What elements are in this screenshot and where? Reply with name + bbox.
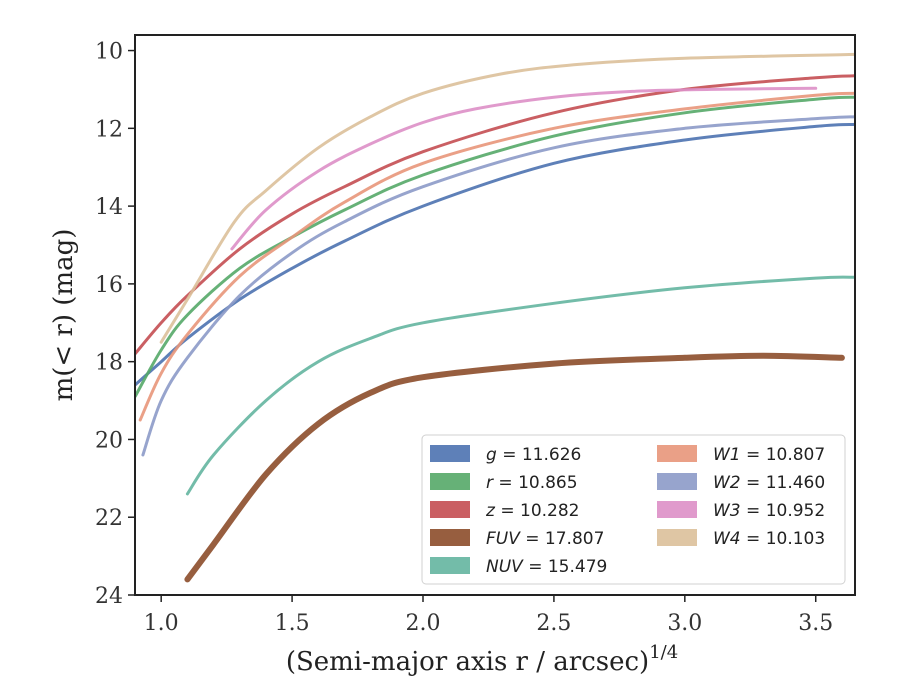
legend-series-name: NUV (486, 557, 524, 577)
legend-equals: = (523, 557, 548, 577)
legend-series-value: 11.460 (766, 473, 825, 493)
series-line-nuv (185, 275, 855, 496)
legend-swatch-nuv (430, 557, 470, 574)
x-tick-label: 3.5 (798, 611, 833, 636)
legend-label-w1: W1 = 10.807 (713, 445, 825, 465)
x-tick-label: 3.0 (667, 611, 702, 636)
legend-label-fuv: FUV = 17.807 (486, 529, 604, 549)
y-tick-label: 20 (95, 428, 123, 453)
legend-series-name: FUV (486, 529, 521, 549)
legend-equals: = (493, 473, 518, 493)
legend-swatch-r (430, 473, 470, 490)
legend-swatch-fuv (430, 529, 470, 546)
legend-series-value: 10.865 (518, 473, 577, 493)
legend-equals: = (741, 473, 766, 493)
y-axis-title: m(< r) (mag) (49, 229, 79, 402)
y-tick-label: 18 (95, 351, 123, 376)
legend-swatch-w1 (657, 445, 697, 462)
x-tick-label: 1.0 (144, 611, 179, 636)
legend-label-w4: W4 = 10.103 (713, 529, 825, 549)
legend-series-value: 10.807 (766, 445, 825, 465)
plot-frame (134, 34, 856, 596)
legend-label-r: r = 10.865 (486, 473, 578, 493)
legend-series-name: W2 (713, 473, 741, 493)
legend-swatch-w2 (657, 473, 697, 490)
legend-swatch-w3 (657, 501, 697, 518)
legend-equals: = (497, 445, 522, 465)
legend-equals: = (741, 445, 766, 465)
x-axis: 1.0 1.5 2.0 2.5 3.0 3.5 (144, 595, 833, 636)
legend-series-name: z (485, 501, 496, 521)
y-axis: 10 12 14 16 18 20 22 24 (95, 40, 135, 609)
x-axis-title: (Semi-major axis r / arcsec)1/4 (286, 642, 678, 677)
legend-series-value: 10.103 (766, 529, 825, 549)
x-axis-title-text: (Semi-major axis r / arcsec) (286, 647, 649, 677)
series-line-w1 (138, 91, 855, 422)
legend-swatch-g (430, 445, 470, 462)
legend-label-w2: W2 = 11.460 (713, 473, 825, 493)
series-line-w3 (230, 86, 818, 251)
legend-series-value: 17.807 (545, 529, 604, 549)
y-tick-label: 14 (95, 195, 123, 220)
legend-box (421, 434, 846, 585)
legend-series-name: g (486, 445, 497, 465)
legend-label-nuv: NUV = 15.479 (486, 557, 607, 577)
y-tick-label: 10 (95, 40, 123, 65)
legend-series-value: 10.952 (766, 501, 825, 521)
legend-label-z: z = 10.282 (485, 501, 579, 521)
legend-equals: = (520, 529, 545, 549)
series-line-r (135, 95, 855, 399)
x-tick-label: 1.5 (275, 611, 310, 636)
legend: g = 11.626 r = 10.865 z = 10.282 FUV = 17.8… (421, 434, 846, 585)
series-line-z (135, 74, 855, 356)
x-tick-label: 2.0 (406, 611, 441, 636)
y-tick-label: 12 (95, 117, 123, 142)
legend-series-value: 11.626 (522, 445, 581, 465)
y-tick-label: 22 (95, 506, 123, 531)
legend-series-value: 10.282 (520, 501, 579, 521)
legend-label-g: g = 11.626 (486, 445, 581, 465)
series-layer (135, 52, 855, 583)
y-tick-label: 16 (95, 273, 123, 298)
legend-equals: = (741, 501, 766, 521)
legend-series-name: W4 (713, 529, 741, 549)
legend-series-value: 15.479 (548, 557, 607, 577)
y-tick-label: 24 (95, 584, 123, 609)
series-line-g (135, 122, 855, 387)
legend-items: g = 11.626 r = 10.865 z = 10.282 FUV = 17.8… (430, 445, 825, 577)
legend-swatch-w4 (657, 529, 697, 546)
series-line-fuv (184, 352, 845, 583)
legend-swatch-z (430, 501, 470, 518)
legend-series-name: W1 (713, 445, 741, 465)
series-line-w4 (159, 52, 855, 344)
legend-equals: = (741, 529, 766, 549)
series-line-w2 (141, 115, 855, 457)
legend-series-name: r (486, 473, 494, 493)
x-axis-title-exponent: 1/4 (649, 642, 678, 663)
legend-equals: = (495, 501, 520, 521)
x-tick-label: 2.5 (536, 611, 571, 636)
legend-label-w3: W3 = 10.952 (713, 501, 825, 521)
legend-series-name: W3 (713, 501, 741, 521)
